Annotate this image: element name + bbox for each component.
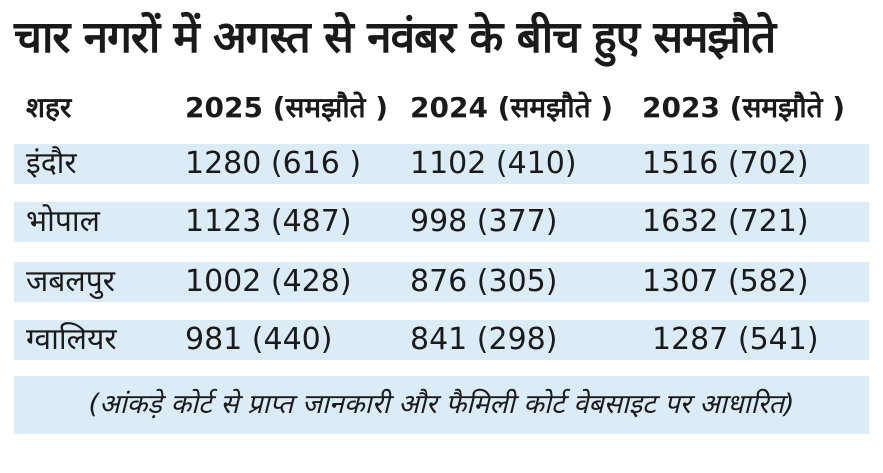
city-cell: ग्वालियर (26, 322, 117, 357)
city-cell: जबलपुर (26, 264, 116, 299)
header-2023: 2023 (समझौते ) (642, 91, 846, 124)
table-row: जबलपुर 1002 (428) 876 (305) 1307 (582) (14, 262, 869, 302)
city-cell: भोपाल (26, 204, 101, 239)
value-2023-cell: 1307 (582) (642, 264, 809, 299)
value-2023-cell: 1516 (702) (642, 146, 809, 181)
table-header: शहर 2025 (समझौते ) 2024 (समझौते ) 2023 (… (14, 88, 869, 128)
value-2024-cell: 876 (305) (410, 264, 558, 299)
value-2023-cell: 1287 (541) (652, 322, 819, 357)
header-2024: 2024 (समझौते ) (410, 91, 614, 124)
source-footnote: (आंकड़े कोर्ट से प्राप्त जानकारी और फैमि… (14, 376, 869, 434)
header-2025: 2025 (समझौते ) (185, 91, 389, 124)
table-row: इंदौर 1280 (616 ) 1102 (410) 1516 (702) (14, 144, 869, 184)
value-2024-cell: 998 (377) (410, 204, 558, 239)
city-cell: इंदौर (26, 146, 77, 181)
value-2025-cell: 1280 (616 ) (185, 146, 362, 181)
table-row: ग्वालियर 981 (440) 841 (298) 1287 (541) (14, 320, 869, 360)
page-title: चार नगरों में अगस्त से नवंबर के बीच हुए … (14, 12, 776, 63)
value-2024-cell: 1102 (410) (410, 146, 577, 181)
header-city: शहर (26, 91, 72, 124)
value-2024-cell: 841 (298) (410, 322, 558, 357)
value-2025-cell: 1123 (487) (185, 204, 352, 239)
value-2025-cell: 1002 (428) (185, 264, 352, 299)
table-row: भोपाल 1123 (487) 998 (377) 1632 (721) (14, 202, 869, 242)
value-2023-cell: 1632 (721) (642, 204, 809, 239)
value-2025-cell: 981 (440) (185, 322, 333, 357)
